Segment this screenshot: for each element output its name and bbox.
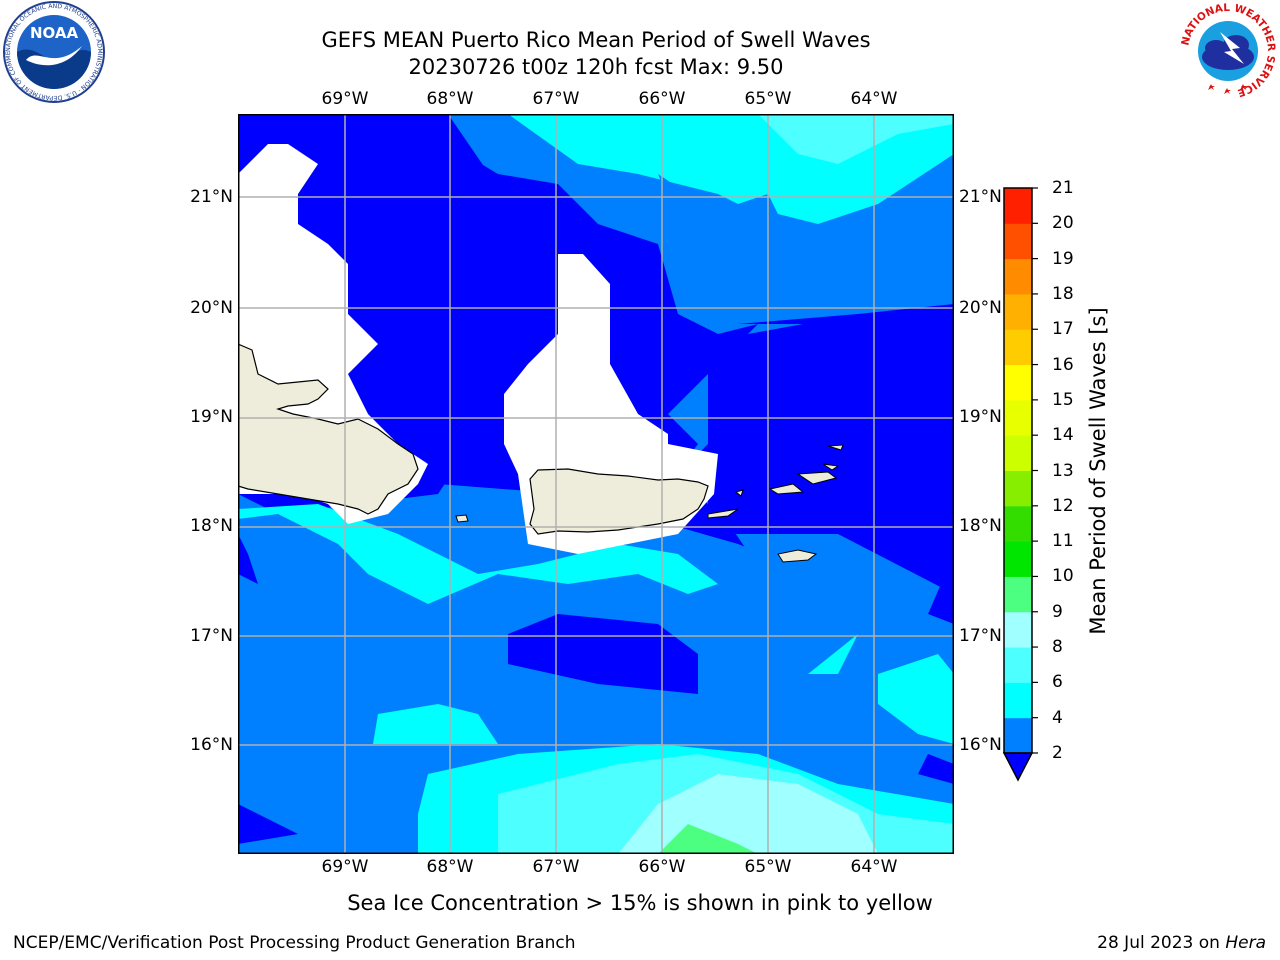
- period-band-6-8-east: [878, 654, 954, 744]
- lat-label-left: 17°N: [190, 626, 233, 646]
- lat-label-right: 16°N: [959, 735, 1002, 755]
- colorbar-segment: [1004, 435, 1032, 471]
- lon-label-bottom: 68°W: [426, 857, 474, 877]
- lon-label-bottom: 69°W: [321, 857, 369, 877]
- noaa-logo: NATIONAL OCEANIC AND ATMOSPHERIC ADMINIS…: [2, 0, 105, 103]
- colorbar-tick-label: 20: [1052, 213, 1074, 234]
- period-band-6-8-central: [238, 504, 718, 604]
- colorbar-segment: [1004, 541, 1032, 577]
- colorbar-tick-label: 17: [1052, 319, 1074, 340]
- lon-label-top: 68°W: [426, 89, 474, 109]
- lon-label-top: 64°W: [850, 89, 898, 109]
- mona-island: [455, 514, 469, 523]
- colorbar-segment: [1004, 399, 1032, 436]
- colorbar-segment: [1004, 223, 1032, 260]
- map-title: GEFS MEAN Puerto Rico Mean Period of Swe…: [321, 28, 871, 52]
- colorbar-tick-label: 4: [1052, 707, 1063, 728]
- colorbar-segment: [1004, 293, 1032, 330]
- period-band-2-4-islands: [708, 314, 954, 594]
- lat-label-left: 18°N: [190, 516, 233, 536]
- colorbar-segment: [1004, 611, 1032, 648]
- lon-label-bottom: 67°W: [532, 857, 580, 877]
- colorbar-tick-label: 13: [1052, 460, 1074, 481]
- credit-date: 28 Jul 2023 on Hera: [1097, 933, 1266, 953]
- colorbar-segment: [1004, 576, 1032, 613]
- colorbar-under-arrow: [1002, 752, 1034, 782]
- lon-label-top: 66°W: [638, 89, 686, 109]
- lon-label-top: 69°W: [321, 89, 369, 109]
- lon-label-top: 67°W: [532, 89, 580, 109]
- credit-branch: NCEP/EMC/Verification Post Processing Pr…: [13, 933, 576, 953]
- lat-label-left: 16°N: [190, 735, 233, 755]
- colorbar-tick-label: 14: [1052, 425, 1074, 446]
- colorbar-tick-label: 15: [1052, 389, 1074, 410]
- colorbar-segment: [1004, 364, 1032, 401]
- colorbar-segment: [1004, 258, 1032, 295]
- hispaniola-land: [238, 343, 419, 515]
- colorbar-tick-label: 19: [1052, 248, 1074, 269]
- colorbar-label: Mean Period of Swell Waves [s]: [1086, 307, 1110, 635]
- lon-label-bottom: 64°W: [850, 857, 898, 877]
- vieques-island: [707, 508, 739, 519]
- period-band-2-4-se: [918, 754, 954, 784]
- lat-label-right: 19°N: [959, 407, 1002, 427]
- colorbar-tick-label: 6: [1052, 672, 1063, 693]
- colorbar-tick-label: 9: [1052, 601, 1063, 622]
- map-subtitle: 20230726 t00z 120h fcst Max: 9.50: [408, 55, 784, 79]
- colorbar-segment: [1004, 717, 1032, 754]
- colorbar-tick-label: 21: [1052, 178, 1074, 198]
- period-band-8-9-north: [758, 114, 954, 164]
- colorbar-segment: [1004, 682, 1032, 719]
- credit-date-text: 28 Jul 2023 on: [1097, 933, 1220, 953]
- lat-label-right: 18°N: [959, 516, 1002, 536]
- lon-label-top: 65°W: [744, 89, 792, 109]
- colorbar-segment: [1004, 647, 1032, 683]
- colorbar-tick-label: 12: [1052, 495, 1074, 516]
- lat-label-left: 21°N: [190, 187, 233, 207]
- lat-label-right: 21°N: [959, 187, 1002, 207]
- puerto-rico-land: [529, 468, 709, 535]
- colorbar-tick-label: 11: [1052, 531, 1074, 552]
- lon-label-bottom: 65°W: [744, 857, 792, 877]
- graticule: [238, 114, 954, 854]
- colorbar-tick-label: 10: [1052, 566, 1074, 587]
- lat-label-left: 19°N: [190, 407, 233, 427]
- colorbar: [1002, 187, 1038, 782]
- map-panel: [238, 114, 954, 854]
- colorbar-segment: [1004, 329, 1032, 366]
- credit-machine: Hera: [1225, 933, 1266, 953]
- period-band-10-11-south: [658, 824, 758, 854]
- map-frame: [238, 114, 954, 854]
- lon-label-bottom: 66°W: [638, 857, 686, 877]
- sea-ice-note: Sea Ice Concentration > 15% is shown in …: [347, 891, 933, 915]
- colorbar-tick-label: 2: [1052, 743, 1063, 763]
- period-band-2-4-w: [238, 534, 258, 584]
- st-croix-island: [777, 549, 818, 563]
- svg-text:NOAA: NOAA: [30, 24, 79, 42]
- colorbar-segment: [1004, 505, 1032, 542]
- nws-logo: NATIONAL WEATHER SERVICE: [1179, 2, 1277, 99]
- lat-label-right: 17°N: [959, 626, 1002, 646]
- colorbar-segment: [1004, 470, 1032, 507]
- colorbar-tick-label: 16: [1052, 354, 1074, 375]
- period-band-6-8-east-patch: [808, 634, 858, 674]
- lat-label-left: 20°N: [190, 298, 233, 318]
- virgin-islands: [734, 444, 844, 497]
- colorbar-segment: [1004, 188, 1032, 224]
- lat-label-right: 20°N: [959, 298, 1002, 318]
- colorbar-tick-label: 8: [1052, 637, 1063, 658]
- period-band-6-8-south-patch: [373, 704, 498, 744]
- colorbar-tick-label: 18: [1052, 283, 1074, 304]
- period-band-4-6-north-inner: [658, 174, 718, 244]
